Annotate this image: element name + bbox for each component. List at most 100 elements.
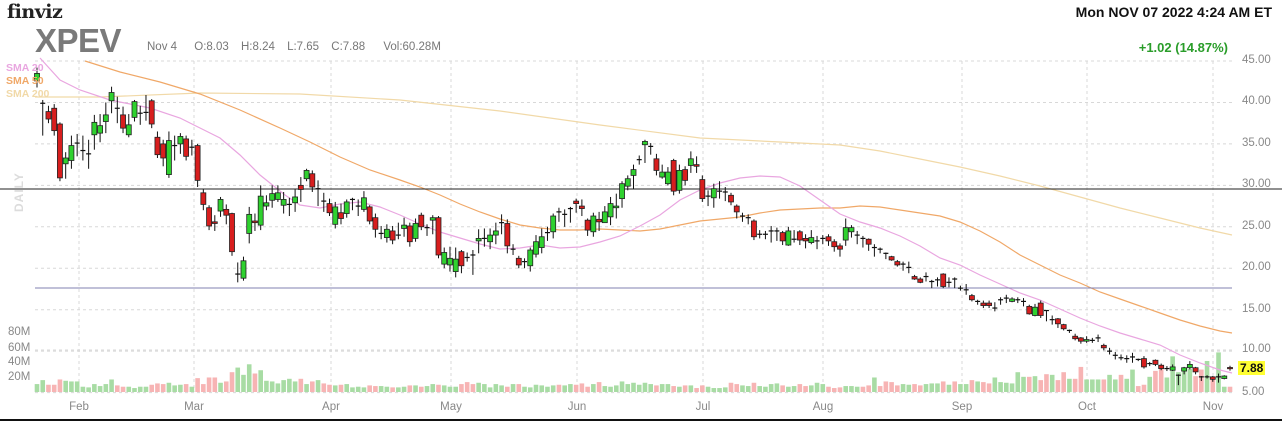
volume-bar [545,386,550,392]
candle-down [865,238,872,245]
candle-up [269,193,276,201]
candle-up [848,227,855,233]
candle-up [630,169,637,176]
volume-bar [648,384,654,392]
y-tick-label: 25.00 [1242,219,1271,232]
candle-up [97,125,103,134]
volume-bar [1193,376,1198,392]
x-tick-label: Aug [812,401,834,413]
candle-down [796,231,803,241]
candle-up [659,171,666,178]
candle-down [406,225,413,243]
legend-sma50: SMA 50 [6,75,44,87]
volume-bar [482,384,487,392]
volume-bar [80,386,86,392]
volume-bar [877,386,883,392]
last-price-tag: 7.88 [1238,361,1266,375]
volume-bar [258,370,263,392]
volume-bar [378,386,384,392]
candle-down [211,221,218,224]
volume-bar [499,385,504,392]
candle-down [160,143,167,159]
candle-down [1060,324,1067,330]
y-tick-label: 5.00 [1242,385,1265,398]
volume-bar [183,384,189,392]
candle-down [699,179,706,200]
candle-up [274,192,281,200]
candle-down [194,145,201,181]
volume-bar [344,384,350,392]
volume-bar [63,380,68,392]
candle-down [596,218,602,223]
volume-bar [556,384,562,392]
volume-bar [981,382,986,392]
candle-up [343,201,350,214]
volume-bar [1032,376,1038,392]
candle-up [125,124,132,136]
volume-bar [470,384,476,392]
candle-up [1083,339,1090,342]
volume-bar [34,384,40,392]
y-tick-label: 35.00 [1242,136,1271,149]
candle-down [894,261,901,266]
volume-bar [860,386,866,392]
candle-up [533,241,539,255]
candle-down [1152,359,1159,365]
candle-up [303,170,310,180]
volume-bar [1210,378,1216,392]
volume-bar [585,386,590,392]
candle-down [51,107,58,132]
volume-bar [1158,366,1164,392]
volume-bar [298,378,304,392]
candle-down [682,169,689,181]
candle-down [1077,337,1084,342]
volume-bar [315,380,321,392]
volume-bar [1118,374,1124,392]
candle-up [590,215,597,233]
candle-up [429,217,436,221]
volume-bar [952,381,957,392]
candle-up [62,157,69,165]
volume-bar [1135,386,1141,392]
volume-bar [872,377,877,392]
volume-bar [1107,374,1112,392]
volume-bar [711,388,717,392]
volume-bar [281,380,286,392]
candle-up [280,199,287,206]
volume-bar [516,384,522,392]
volume-bar [975,381,980,392]
candle-up [687,158,694,166]
volume-bar [946,384,952,392]
volume-bar [367,385,372,392]
volume-bar [430,384,436,392]
volume-bar [568,384,573,392]
candle-down [389,230,396,241]
volume-bar [327,384,332,392]
candle-up [550,215,557,233]
volume-bar [1112,379,1118,392]
candle-up [487,234,494,243]
close-value: C:7.88 [331,41,366,53]
candle-down [57,123,63,179]
volume-bar [591,384,596,392]
x-tick-label: Sep [951,401,973,413]
volume-bar [137,386,143,392]
volume-bar [986,383,992,392]
candle-up [1032,306,1038,316]
sma20-line [39,57,1233,374]
volume-bar [1181,368,1187,392]
candle-up [1009,298,1015,302]
sma50-line [84,60,1233,334]
volume-bar [338,384,344,392]
candle-down [831,241,838,248]
x-tick-label: Oct [1078,401,1096,413]
volume-bar [166,382,172,392]
candle-down [200,192,207,205]
volume-bar [1147,376,1153,392]
candle-down [229,213,235,253]
volume-bar [900,384,906,392]
volume-bar [235,367,241,392]
volume-bar [1078,366,1084,392]
volume-bar [1021,376,1026,392]
